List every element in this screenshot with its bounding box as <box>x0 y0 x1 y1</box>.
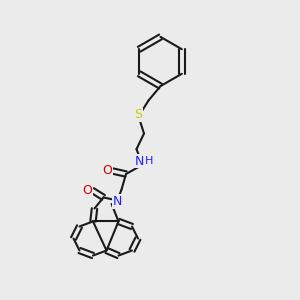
Text: H: H <box>145 156 154 166</box>
Text: N: N <box>135 154 144 168</box>
Text: S: S <box>135 108 142 122</box>
Text: N: N <box>112 195 122 208</box>
Text: O: O <box>82 184 92 197</box>
Text: O: O <box>102 164 112 178</box>
